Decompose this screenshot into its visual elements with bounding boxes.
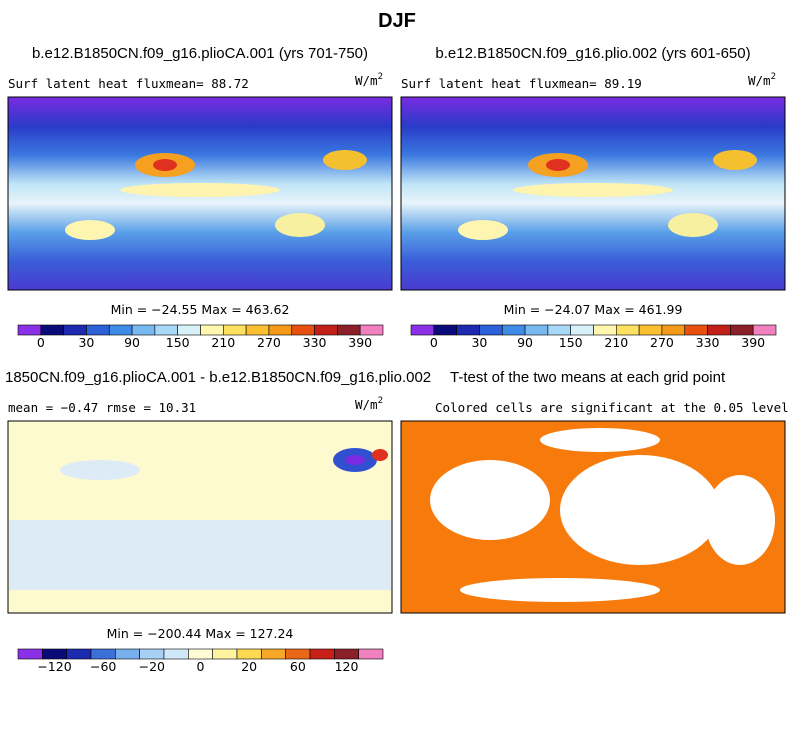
colorbar-box (163, 648, 189, 660)
stats: Min = −24.55 Max = 463.62 (111, 302, 290, 317)
panel-title: b.e12.B1850CN.f09_g16.plio.002 (yrs 601-… (435, 45, 750, 62)
colorbar-label: −120 (37, 659, 71, 674)
colorbar-box (314, 324, 338, 336)
colorbar-box (17, 648, 43, 660)
colorbar-label: 150 (166, 335, 190, 350)
units: W/m2 (355, 72, 383, 88)
colorbar-box (261, 648, 286, 660)
panel-label: Surf latent heat fluxmean= 89.19 (401, 76, 642, 91)
colorbar-box (108, 324, 133, 336)
colorbar-box (661, 324, 686, 336)
colorbar-label: 390 (741, 335, 765, 350)
colorbar-box (154, 324, 178, 336)
colorbar-box (42, 648, 67, 660)
colorbar-box (593, 324, 617, 336)
colorbar-label: 330 (303, 335, 327, 350)
units-base: W/m (355, 73, 378, 88)
colorbar-label: 60 (290, 659, 306, 674)
colorbar-label: 120 (335, 659, 359, 674)
colorbar-box (63, 324, 87, 336)
map-3 (7, 420, 393, 614)
units: W/m2 (748, 72, 776, 88)
units-base: W/m (748, 73, 771, 88)
colorbar-box (547, 324, 571, 336)
colorbar-box (90, 648, 116, 660)
colorbar-box (638, 324, 663, 336)
colorbar-label: 20 (241, 659, 257, 674)
colorbar-box (358, 648, 384, 660)
colorbar-box (707, 324, 731, 336)
colorbar-box (17, 324, 42, 336)
stats: Min = −200.44 Max = 127.24 (107, 626, 294, 641)
colorbar-box (139, 648, 165, 660)
colorbar-box (456, 324, 480, 336)
colorbar-box (245, 324, 270, 336)
colorbar-label: 330 (696, 335, 720, 350)
colorbar-box (410, 324, 435, 336)
map-4 (400, 420, 786, 614)
colorbar-box (359, 324, 384, 336)
colorbar-box (66, 648, 92, 660)
panel-label: Surf latent heat fluxmean= 88.72 (8, 76, 249, 91)
panel-title: 1850CN.f09_g16.plioCA.001 - b.e12.B1850C… (5, 369, 431, 386)
colorbar-box (570, 324, 594, 336)
colorbar-box (730, 324, 754, 336)
units-exponent: 2 (378, 396, 383, 406)
colorbar-box (291, 324, 315, 336)
colorbar-label: 390 (348, 335, 372, 350)
colorbar-box (752, 324, 777, 336)
colorbar-box (334, 648, 359, 660)
colorbar-label: 270 (650, 335, 674, 350)
colorbar-label: 30 (78, 335, 94, 350)
colorbar-box (223, 324, 247, 336)
colorbar-box (268, 324, 293, 336)
units: W/m2 (355, 396, 383, 412)
panel-title: T-test of the two means at each grid poi… (450, 369, 726, 386)
colorbar-box (188, 648, 213, 660)
colorbar-label: 90 (124, 335, 140, 350)
map-1 (7, 96, 393, 291)
colorbar-box (616, 324, 640, 336)
colorbar-box (309, 648, 335, 660)
panel-label: mean = −0.47 rmse = 10.31 (8, 400, 196, 415)
colorbar-box (212, 648, 238, 660)
colorbar-box (115, 648, 140, 660)
colorbar-box (177, 324, 201, 336)
colorbar-box (86, 324, 110, 336)
colorbar-box (131, 324, 156, 336)
colorbar-box (236, 648, 262, 660)
colorbar-label: 0 (430, 335, 438, 350)
colorbar-box (337, 324, 361, 336)
colorbar-box (200, 324, 224, 336)
colorbar-label: 210 (604, 335, 628, 350)
units-exponent: 2 (771, 72, 776, 82)
colorbar-label: 210 (211, 335, 235, 350)
colorbar-label: −20 (139, 659, 165, 674)
colorbar-box (285, 648, 311, 660)
panel-title: b.e12.B1850CN.f09_g16.plioCA.001 (yrs 70… (32, 45, 368, 62)
colorbar-label: −60 (90, 659, 116, 674)
colorbar-label: 30 (471, 335, 487, 350)
colorbar-box (524, 324, 549, 336)
colorbar-box (479, 324, 503, 336)
stats: Min = −24.07 Max = 461.99 (504, 302, 683, 317)
colorbar-label: 0 (37, 335, 45, 350)
colorbar-label: 150 (559, 335, 583, 350)
colorbar-label: 270 (257, 335, 281, 350)
map-2 (400, 96, 786, 291)
units-exponent: 2 (378, 72, 383, 82)
colorbar-label: 90 (517, 335, 533, 350)
colorbar-box (501, 324, 526, 336)
colorbar-box (40, 324, 64, 336)
colorbar-box (433, 324, 457, 336)
units-base: W/m (355, 397, 378, 412)
colorbar-box (684, 324, 708, 336)
panel-label: Colored cells are significant at the 0.0… (435, 400, 789, 415)
colorbar-label: 0 (197, 659, 205, 674)
maps (7, 96, 786, 614)
figure-title: DJF (378, 10, 416, 32)
